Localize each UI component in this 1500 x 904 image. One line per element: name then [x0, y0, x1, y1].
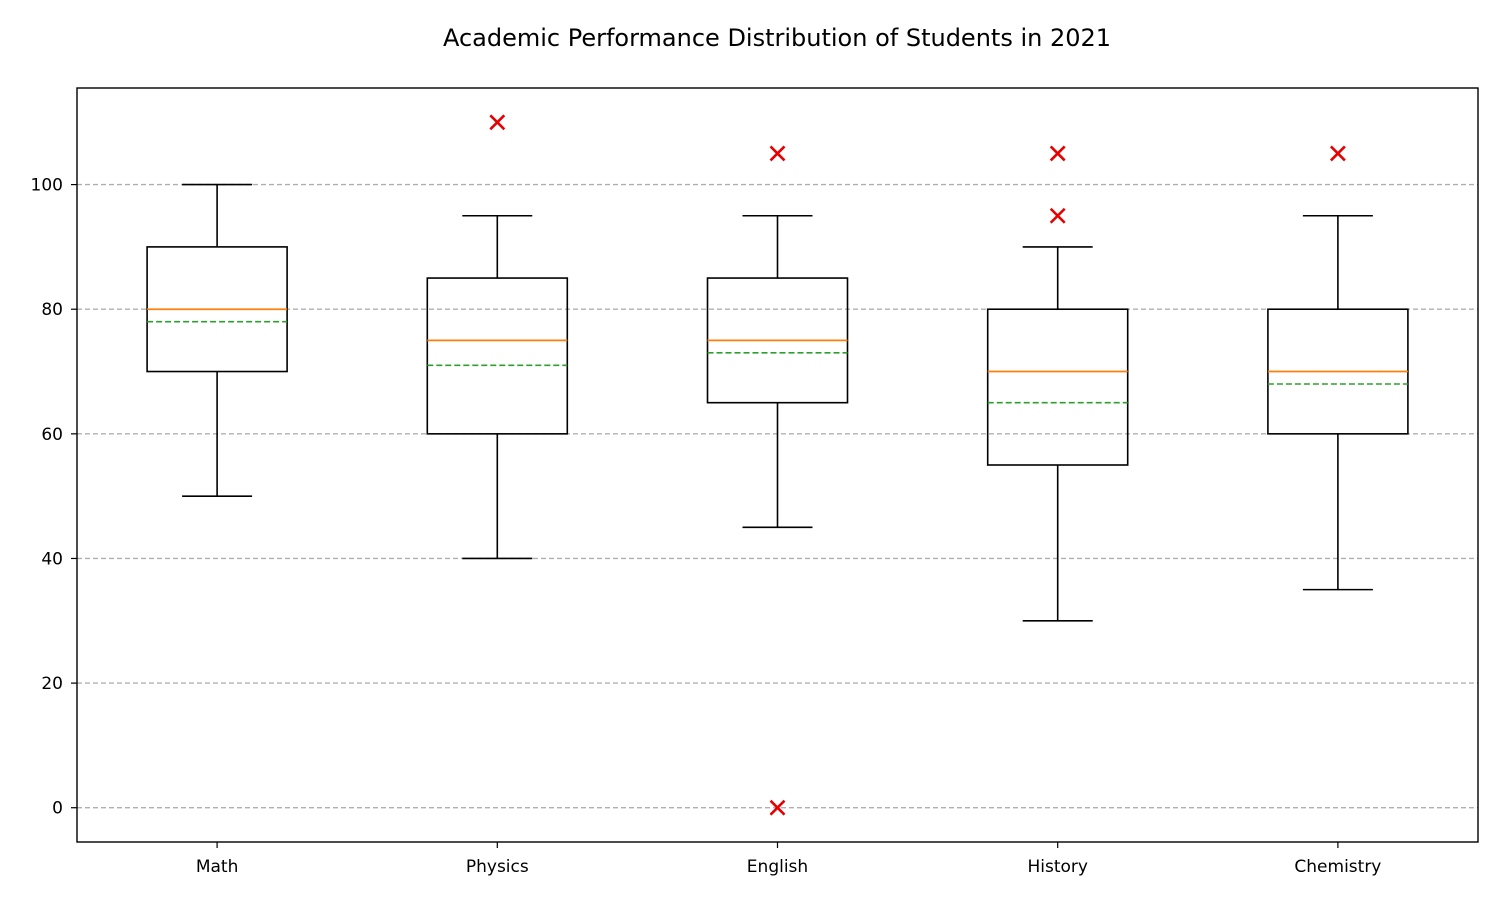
x-tick-label: Math — [196, 857, 239, 877]
y-tick-label: 100 — [31, 176, 63, 196]
plot-frame — [76, 87, 1479, 843]
outlier-stroke — [1049, 207, 1066, 224]
box-layer — [146, 114, 1409, 816]
outlier-marker — [769, 799, 786, 816]
x-tick-label: History — [1027, 857, 1087, 877]
box-body — [986, 308, 1129, 466]
outlier-marker — [489, 114, 506, 131]
x-tick-label: Physics — [466, 857, 529, 877]
outlier-marker — [1049, 145, 1066, 162]
outlier-marker — [1329, 145, 1346, 162]
y-tick-label: 60 — [41, 425, 63, 445]
y-tick-label: 0 — [52, 799, 63, 819]
outlier-stroke — [769, 145, 786, 162]
chart-title: Academic Performance Distribution of Stu… — [443, 24, 1111, 52]
box-english — [706, 145, 849, 816]
outlier-stroke — [769, 799, 786, 816]
box-math — [146, 183, 288, 497]
box-chemistry — [1267, 145, 1409, 591]
outlier-stroke — [1329, 145, 1346, 162]
axis-layer: 0 20 40 60 80 100 Math Physics English History Che… — [31, 87, 1479, 877]
box-history — [986, 145, 1129, 622]
y-tick-label: 80 — [41, 300, 63, 320]
x-tick-label: Chemistry — [1294, 857, 1381, 877]
x-tick-label: English — [747, 857, 808, 877]
outlier-stroke — [489, 114, 506, 131]
y-tick-label: 40 — [41, 549, 63, 569]
outlier-stroke — [1049, 145, 1066, 162]
y-tick-label: 20 — [41, 674, 63, 694]
outlier-marker — [1049, 207, 1066, 224]
box-body — [426, 277, 569, 435]
box-physics — [426, 114, 569, 560]
outlier-marker — [769, 145, 786, 162]
